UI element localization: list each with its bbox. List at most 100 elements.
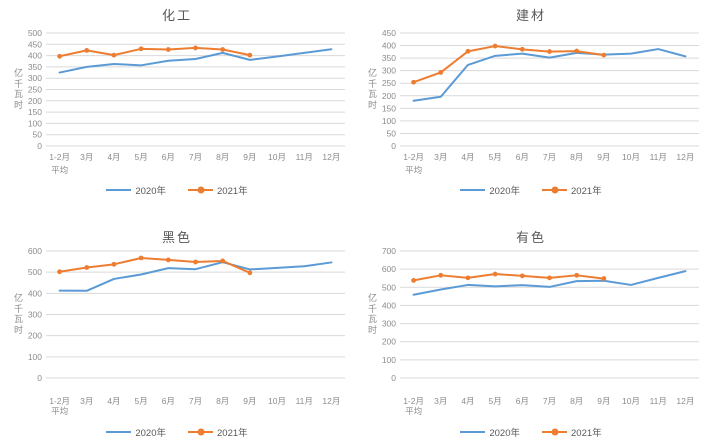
x-tick-label: 5月: [135, 396, 148, 406]
series-line-2020: [412, 48, 687, 102]
x-tick-label: 4月: [107, 396, 120, 406]
legend: 2020年 2021年: [354, 425, 708, 439]
series-line-2020: [58, 48, 333, 74]
x-tick-label: 8月: [216, 152, 229, 162]
x-tick-label: 12月: [322, 396, 340, 406]
line-swatch-2020: [106, 430, 132, 434]
legend-label-2020: 2020年: [489, 428, 520, 439]
line-marker-swatch-2021: [188, 186, 213, 194]
data-point-2021: [111, 261, 117, 267]
x-tick-label: 12月: [322, 152, 340, 162]
data-point-2021: [220, 47, 226, 52]
data-point-2021: [465, 275, 471, 281]
data-point-2021: [138, 46, 144, 52]
legend: 2020年 2021年: [0, 183, 354, 197]
x-tick-label: 6月: [516, 152, 529, 162]
x-tick-label: 4月: [107, 152, 120, 162]
data-point-2021: [193, 259, 198, 265]
data-point-2021: [165, 47, 171, 52]
series-line-2021: [412, 273, 605, 282]
x-tick-label: 8月: [216, 396, 229, 406]
legend-label-2020: 2020年: [135, 428, 166, 439]
line-swatch-2020: [460, 188, 486, 192]
data-point-2021: [465, 48, 471, 54]
data-point-2021: [220, 258, 226, 264]
x-tick-label: 1-2月: [49, 152, 70, 162]
legend-label-2020: 2020年: [135, 186, 166, 197]
x-tick-label: 12月: [676, 152, 694, 162]
data-point-2021: [547, 49, 552, 54]
x-tick-label: 12月: [676, 396, 694, 406]
data-point-2021: [247, 52, 253, 58]
y-tick-label: 100: [28, 118, 42, 128]
chart-building-materials: 建材 亿千瓦时 0 50 100 150 200 250 300 350 400 450 1-2月平…: [354, 0, 708, 221]
series-line-2020: [412, 270, 687, 296]
marker-dot-icon: [551, 428, 558, 436]
legend-item-2021: 2021年: [188, 425, 248, 439]
legend-label-2021: 2021年: [571, 186, 602, 197]
chart-title: 黑色: [161, 230, 192, 245]
legend-item-2020: 2020年: [106, 425, 166, 439]
y-tick-label: 50: [387, 128, 397, 138]
y-tick-label: 200: [28, 96, 42, 106]
x-tick-label: 9月: [243, 152, 256, 162]
y-tick-label: 150: [28, 107, 42, 117]
y-tick-label: 500: [382, 282, 396, 292]
data-point-2021: [165, 257, 171, 263]
legend-item-2020: 2020年: [106, 183, 166, 197]
x-tick-label: 11月: [650, 152, 667, 162]
data-point-2021: [193, 45, 198, 51]
y-tick-label: 600: [382, 264, 396, 274]
y-axis-title: 亿千瓦时: [367, 68, 377, 110]
x-tick-label: 平均: [51, 165, 68, 175]
line-marker-swatch-2021: [188, 428, 213, 436]
marker-dot-icon: [197, 428, 204, 436]
x-tick-label: 10月: [268, 396, 286, 406]
x-tick-label: 11月: [296, 152, 313, 162]
y-axis-title: 亿千瓦时: [13, 293, 23, 335]
y-tick-label: 0: [37, 141, 42, 151]
legend-label-2021: 2021年: [571, 428, 602, 439]
x-tick-label: 1-2月: [49, 396, 70, 406]
x-tick-label: 平均: [405, 165, 422, 175]
legend-item-2020: 2020年: [460, 425, 520, 439]
x-tick-label: 9月: [597, 152, 610, 162]
data-point-2021: [438, 70, 444, 75]
y-tick-label: 250: [28, 85, 42, 95]
y-tick-label: 0: [37, 373, 42, 383]
y-tick-label: 450: [382, 28, 396, 38]
data-point-2021: [247, 270, 253, 276]
x-tick-label: 1-2月: [403, 152, 424, 162]
line-swatch-2020: [460, 430, 486, 434]
x-tick-label: 8月: [570, 152, 583, 162]
x-tick-label: 3月: [434, 396, 447, 406]
y-tick-label: 350: [28, 62, 42, 72]
y-tick-label: 200: [382, 337, 396, 347]
y-tick-label: 500: [28, 267, 42, 277]
data-point-2021: [411, 277, 416, 283]
x-tick-label: 5月: [489, 152, 502, 162]
x-tick-label: 1-2月: [403, 396, 424, 406]
y-tick-label: 250: [382, 78, 396, 88]
x-tick-label: 9月: [243, 396, 256, 406]
data-point-2021: [438, 272, 444, 278]
data-point-2021: [84, 48, 90, 53]
y-tick-label: 450: [28, 39, 42, 49]
marker-dot-icon: [197, 186, 204, 194]
chart-title: 建材: [515, 8, 546, 23]
y-tick-label: 300: [28, 73, 42, 83]
data-point-2021: [138, 255, 144, 261]
y-tick-label: 400: [382, 300, 396, 310]
y-tick-label: 50: [33, 130, 43, 140]
y-tick-label: 200: [28, 331, 42, 341]
y-tick-label: 0: [391, 373, 396, 383]
legend: 2020年 2021年: [354, 183, 708, 197]
series-line-2021: [58, 46, 251, 58]
x-tick-label: 4月: [461, 152, 474, 162]
y-tick-label: 350: [382, 53, 396, 63]
data-point-2021: [57, 53, 62, 59]
y-tick-label: 300: [382, 319, 396, 329]
x-tick-label: 3月: [80, 152, 93, 162]
